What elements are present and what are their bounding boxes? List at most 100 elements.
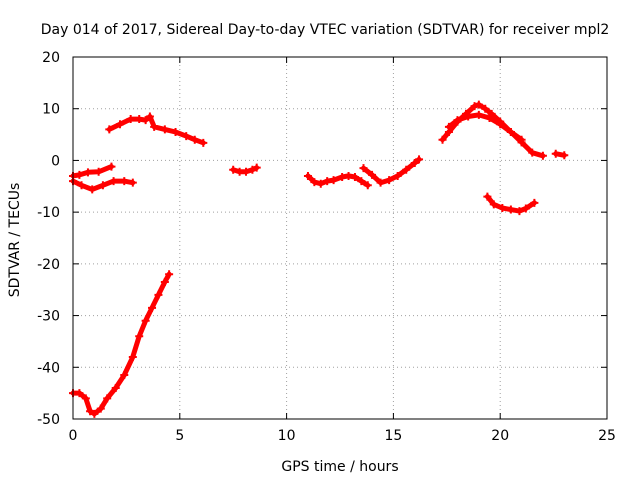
data-point xyxy=(474,110,483,119)
y-tick-label: -40 xyxy=(37,360,60,376)
data-point xyxy=(483,192,492,201)
data-point xyxy=(199,138,208,147)
data-point xyxy=(359,164,368,173)
data-point xyxy=(141,116,150,125)
data-point xyxy=(517,135,526,144)
data-point xyxy=(402,165,411,174)
x-axis-label: GPS time / hours xyxy=(281,459,398,475)
data-point xyxy=(150,122,159,131)
data-point xyxy=(316,179,325,188)
x-tick-label: 0 xyxy=(69,428,78,444)
data-point xyxy=(83,168,92,177)
series-arc-4 xyxy=(70,271,172,417)
data-point xyxy=(438,135,447,144)
x-tick-label: 25 xyxy=(598,428,616,444)
data-point xyxy=(496,120,505,129)
data-point xyxy=(111,383,120,392)
data-point xyxy=(98,181,107,190)
data-point xyxy=(248,165,257,174)
x-tick-label: 10 xyxy=(278,428,296,444)
data-point xyxy=(481,104,490,113)
x-tick-label: 15 xyxy=(384,428,402,444)
data-point xyxy=(415,155,424,164)
data-point xyxy=(485,114,494,123)
data-point xyxy=(105,125,114,134)
data-point xyxy=(252,163,261,172)
data-point xyxy=(96,404,105,413)
data-point xyxy=(515,207,524,216)
data-point xyxy=(560,151,569,160)
data-point xyxy=(88,185,97,194)
y-tick-label: -20 xyxy=(37,257,60,273)
data-point xyxy=(75,389,84,398)
data-point xyxy=(506,127,515,136)
data-point xyxy=(530,198,539,207)
data-point xyxy=(310,178,319,187)
data-point xyxy=(171,127,180,136)
data-point xyxy=(190,135,199,144)
data-point xyxy=(242,167,251,176)
data-point xyxy=(464,112,473,121)
y-tick-label: 10 xyxy=(42,102,60,118)
data-point xyxy=(81,394,90,403)
data-point xyxy=(86,407,95,416)
data-point xyxy=(182,132,191,141)
y-tick-label: -30 xyxy=(37,309,60,325)
x-tick-label: 20 xyxy=(491,428,509,444)
y-tick-label: 20 xyxy=(42,50,60,66)
chart-title: Day 014 of 2017, Sidereal Day-to-day VTE… xyxy=(41,22,610,38)
data-point xyxy=(160,277,169,286)
data-point xyxy=(145,112,154,121)
data-point xyxy=(94,167,103,176)
y-axis-label: SDTVAR / TECUs xyxy=(7,183,23,298)
data-point xyxy=(506,205,515,214)
y-tick-label: -50 xyxy=(37,412,60,428)
data-point xyxy=(393,171,402,180)
data-point xyxy=(126,115,135,124)
y-tick-label: 0 xyxy=(51,153,60,169)
x-tick-label: 5 xyxy=(175,428,184,444)
data-point xyxy=(107,162,116,171)
data-point xyxy=(229,165,238,174)
data-point xyxy=(303,171,312,180)
data-point xyxy=(368,170,377,179)
data-point xyxy=(538,151,547,160)
data-point xyxy=(77,181,86,190)
data-point xyxy=(165,270,174,279)
data-point xyxy=(135,115,144,124)
data-point xyxy=(385,176,394,185)
data-point xyxy=(551,149,560,158)
data-point xyxy=(120,371,129,380)
data-point xyxy=(323,177,332,186)
plot-frame xyxy=(72,56,608,420)
data-point xyxy=(357,177,366,186)
data-point xyxy=(120,177,129,186)
data-point xyxy=(148,303,157,312)
data-point xyxy=(128,178,137,187)
data-point xyxy=(75,170,84,179)
data-point xyxy=(453,116,462,125)
data-point xyxy=(474,100,483,109)
data-point xyxy=(410,159,419,168)
axis-ticks: 0 5 10 15 20 25 -50 -40 -30 -20 -10 0 10 20 xyxy=(37,50,616,444)
data-point xyxy=(444,122,453,131)
data-point xyxy=(344,171,353,180)
data-point xyxy=(338,172,347,181)
data-point xyxy=(115,120,124,129)
data-point xyxy=(489,200,498,209)
data-point xyxy=(154,290,163,299)
data-point xyxy=(103,394,112,403)
data-point xyxy=(128,352,137,361)
data-point xyxy=(498,204,507,213)
data-series xyxy=(69,100,569,418)
data-point xyxy=(160,125,169,134)
data-point xyxy=(135,332,144,341)
data-point xyxy=(376,178,385,187)
data-point xyxy=(141,316,150,325)
data-point xyxy=(350,172,359,181)
y-tick-label: -10 xyxy=(37,205,60,221)
data-point xyxy=(528,148,537,157)
data-point xyxy=(470,102,479,111)
